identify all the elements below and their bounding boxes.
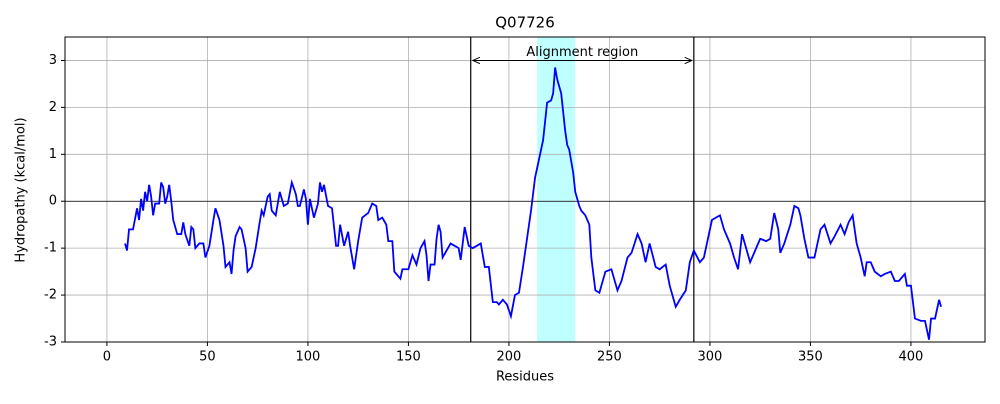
y-tick-label: -2	[44, 288, 57, 303]
plot-frame	[64, 36, 986, 343]
x-tick-label: 0	[103, 350, 111, 365]
x-axis-label: Residues	[496, 370, 554, 385]
y-tick-label: 1	[49, 147, 57, 162]
y-axis-label: Hydropathy (kcal/mol)	[14, 117, 29, 262]
y-tick-label: 0	[49, 194, 57, 209]
x-tick-label: 350	[798, 350, 823, 365]
x-tick-label: 300	[698, 350, 723, 365]
y-tick-label: -1	[44, 241, 57, 256]
x-tick-label: 100	[296, 350, 321, 365]
hydropathy-line	[124, 67, 942, 340]
annotation-label: Alignment region	[526, 45, 638, 60]
y-tick-label: 2	[49, 100, 57, 115]
chart-title: Q07726	[495, 14, 555, 32]
x-tick-label: 250	[597, 350, 622, 365]
alignment-span	[537, 37, 576, 342]
y-tick-label: -3	[44, 335, 57, 350]
y-tick-label: 3	[49, 53, 57, 68]
x-tick-label: 200	[497, 350, 522, 365]
x-tick-label: 50	[199, 350, 216, 365]
x-tick-label: 400	[899, 350, 924, 365]
x-tick-label: 150	[396, 350, 421, 365]
